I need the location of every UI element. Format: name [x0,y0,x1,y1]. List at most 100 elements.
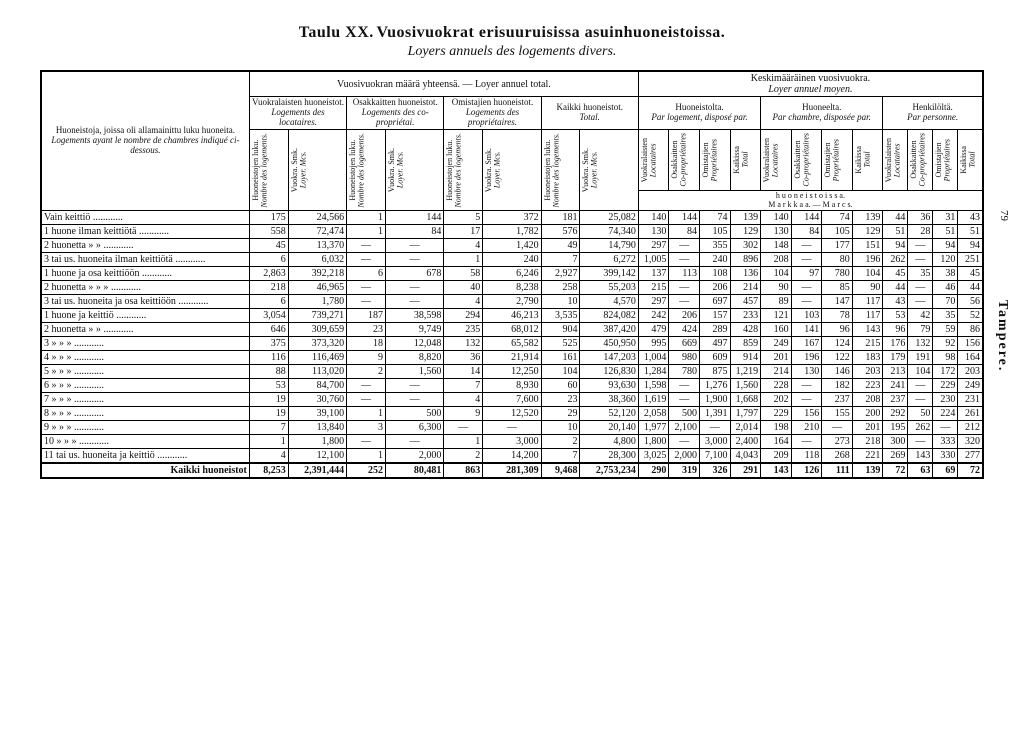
cell: 7 [541,449,580,464]
cell: 51 [933,225,958,239]
cell: 111 [822,463,853,478]
cell: 2,100 [669,421,700,435]
cell: 12,100 [288,449,346,464]
cell: 198 [761,421,792,435]
cell: 104 [761,267,792,281]
cell: 90 [852,281,883,295]
cell: 143 [761,463,792,478]
cell: 4,800 [580,435,638,449]
cell: 72 [958,463,983,478]
cell: 117 [852,309,883,323]
cell: 3,000 [483,435,541,449]
cell: — [669,379,700,393]
cell: 156 [958,337,983,351]
cell: 139 [852,463,883,478]
row-label: 4 » » » [41,351,249,365]
cell: 28,300 [580,449,638,464]
cell: 576 [541,225,580,239]
cell: 35 [933,309,958,323]
v-b3: OmistajienPropriétaires [824,137,841,184]
row-label: 3 tai us. huoneita ilman keittiötä [41,253,249,267]
cell: 875 [699,365,730,379]
cell: 7 [444,379,483,393]
cell: 251 [958,253,983,267]
cell: 6,032 [288,253,346,267]
cell: 262 [883,253,908,267]
cell: 13,840 [288,421,346,435]
cell: 235 [444,323,483,337]
cell: 218 [249,281,288,295]
cell: 2 [444,449,483,464]
cell: 824,082 [580,309,638,323]
cell: 1,800 [288,435,346,449]
cell: 129 [852,225,883,239]
cell: 144 [669,211,700,225]
cell: 1,598 [638,379,669,393]
cell: 55,203 [580,281,638,295]
cell: — [908,379,933,393]
cell: 2,790 [483,295,541,309]
cell: 51 [883,225,908,239]
cell: 9,468 [541,463,580,478]
v-c1: VuokralaistenLocataires [885,136,902,184]
hdr-inrooms: h u o n e i s t o i s s a. M a r k k a a… [638,191,983,211]
cell: 739,271 [288,309,346,323]
cell: 2,391,444 [288,463,346,478]
cell: 164 [958,351,983,365]
cell: — [347,393,386,407]
v-n2: Huoneistojen luku.Nombre des logements. [349,131,366,210]
cell: 269 [883,449,908,464]
cell: 4 [444,239,483,253]
cell: — [347,435,386,449]
cell: 60 [541,379,580,393]
cell: — [791,295,822,309]
cell: 49 [541,239,580,253]
cell: 124 [822,337,853,351]
cell: 863 [444,463,483,478]
row-label: 10 » » » [41,435,249,449]
cell: 140 [761,211,792,225]
cell: — [347,253,386,267]
cell: 59 [933,323,958,337]
row-label: Kaikki huoneistot [41,463,249,478]
cell: — [386,239,444,253]
cell: 273 [822,435,853,449]
cell: 201 [761,351,792,365]
cell: 63 [908,463,933,478]
cell: 229 [933,379,958,393]
cell: 669 [669,337,700,351]
cell: — [386,379,444,393]
cell: 3,025 [638,449,669,464]
cell: — [483,421,541,435]
cell: — [669,253,700,267]
cell: 130 [791,365,822,379]
data-table: Huoneistoja, joissa oli allamainittu luk… [40,70,984,479]
v-c2: OsakkaittenCo-propriétaires [910,131,927,189]
cell: 38,360 [580,393,638,407]
cell: 268 [822,449,853,464]
cell: 210 [791,421,822,435]
cell: 1,005 [638,253,669,267]
cell: 45 [883,267,908,281]
cell: — [933,421,958,435]
cell: 68,012 [483,323,541,337]
cell: 30,760 [288,393,346,407]
cell: — [669,281,700,295]
cell: — [791,435,822,449]
cell: 43 [883,295,908,309]
cell: 1,219 [730,365,761,379]
cell: 1,900 [699,393,730,407]
cell: 233 [730,309,761,323]
v-a1: VuokralaistenLocataires [641,136,658,184]
cell: 104 [541,365,580,379]
cell: 1,284 [638,365,669,379]
cell: — [908,295,933,309]
v-a4: KaikissaTotal [733,144,750,176]
cell: 167 [791,337,822,351]
cell: 914 [730,351,761,365]
cell: — [908,393,933,407]
cell: 1,668 [730,393,761,407]
v-a2: OsakkaittenCo-propriétaires [671,131,688,189]
table-number: Taulu XX. [299,24,374,41]
cell: 904 [541,323,580,337]
